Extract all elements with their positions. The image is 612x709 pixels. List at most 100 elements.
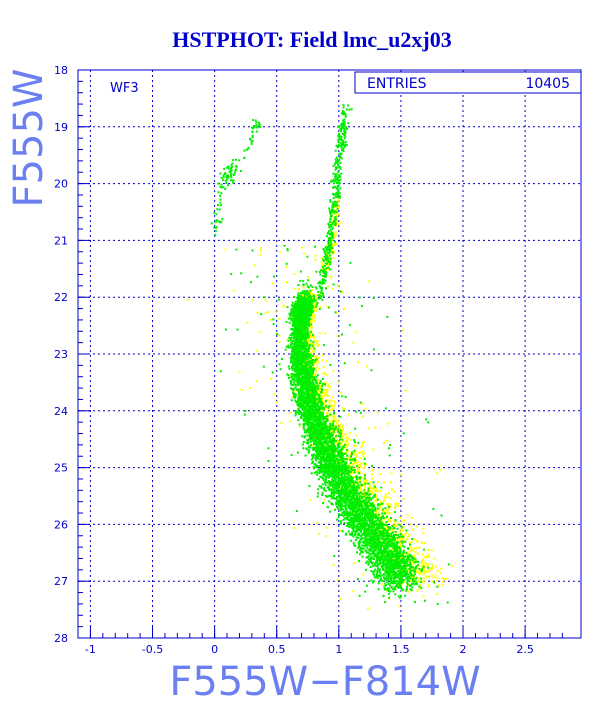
data-point [334,212,337,215]
data-point [382,510,385,513]
data-point [373,524,376,527]
data-point [327,485,330,488]
data-point [335,425,338,428]
data-point [368,486,371,488]
data-point [367,563,370,566]
data-point [366,492,369,495]
data-point [321,483,324,486]
data-point [341,438,344,441]
data-point [331,496,334,498]
data-point [432,563,435,566]
data-point [290,339,292,342]
data-point [343,461,345,464]
data-point [339,438,342,441]
data-point [376,411,379,414]
data-point [302,447,305,450]
data-point [336,447,339,450]
data-point [380,534,383,537]
data-point [316,453,318,456]
data-point [421,527,424,530]
data-point [308,336,311,339]
data-point [430,549,433,552]
data-point [313,315,316,318]
data-point [293,379,296,382]
data-point [373,484,376,487]
data-point [337,479,340,481]
data-point [356,478,358,481]
data-point [298,405,301,408]
data-point [274,310,277,313]
data-point [373,554,376,557]
data-point [436,569,439,572]
data-point [309,378,312,381]
data-point [386,530,389,533]
data-point [418,580,421,583]
data-point [349,468,352,471]
data-point [340,391,343,394]
data-point [346,454,349,457]
data-point [355,509,358,512]
data-point [365,514,368,517]
data-point [293,393,296,396]
data-point [317,387,320,390]
data-point [352,535,355,538]
data-point [344,481,347,484]
data-point [373,537,375,540]
data-point [303,405,306,408]
data-point [332,217,335,219]
data-point [321,354,324,357]
data-point [313,453,316,456]
data-point [416,541,419,544]
data-point [393,520,396,523]
data-point [414,550,417,553]
data-point [362,455,365,458]
data-point [325,438,328,441]
data-point [412,575,415,577]
data-point [312,466,315,469]
data-point [362,507,365,510]
data-point [290,316,293,319]
data-point [342,508,345,511]
data-point [381,502,384,505]
data-point [345,491,348,494]
data-point [368,280,370,283]
data-point [376,553,379,556]
data-point [342,426,345,429]
data-point [332,481,334,484]
data-point [345,444,348,446]
data-point [352,526,355,528]
data-point [323,372,326,375]
grid [78,70,581,638]
data-point [383,518,386,521]
data-point [400,586,402,589]
data-point [397,534,400,536]
data-point [331,430,334,433]
data-point [295,379,298,382]
data-point [352,541,355,544]
data-point [352,508,355,511]
data-point [302,283,305,286]
data-point [373,570,376,573]
data-point [352,341,355,344]
data-point [346,452,349,455]
data-point [304,386,307,389]
data-point [362,501,365,504]
data-point [352,465,355,468]
data-point [338,430,341,433]
data-point [374,490,377,493]
data-point [341,428,344,431]
data-point [356,461,359,464]
data-point [375,495,378,498]
data-point [362,537,364,540]
data-point [310,386,313,389]
data-point [339,489,342,492]
data-point [356,468,359,471]
data-point [344,452,347,455]
data-point [312,334,315,337]
data-point [415,547,418,550]
data-point [315,301,318,304]
data-point [302,423,305,426]
data-point [425,555,428,558]
data-point [329,413,332,416]
data-point [331,478,334,481]
